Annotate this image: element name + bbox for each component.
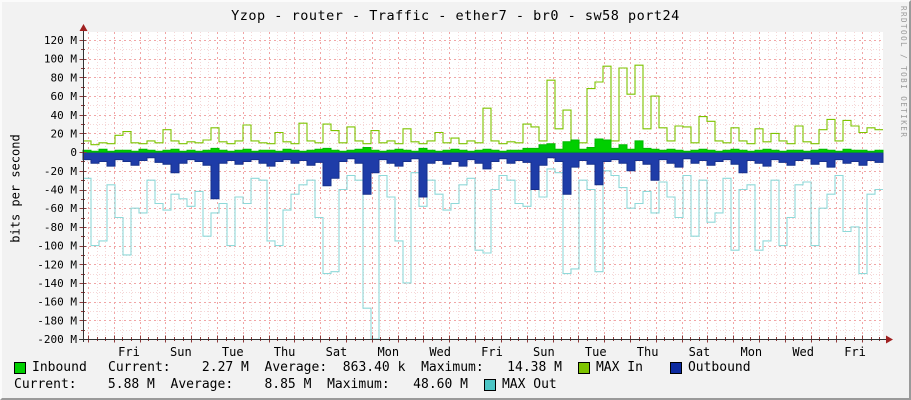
max-out-swatch — [483, 378, 496, 391]
inbound-label: Inbound — [32, 360, 87, 375]
y-tick-label: 100 M — [44, 53, 77, 66]
x-tick-label: Thu — [637, 345, 659, 359]
x-tick-label: Tue — [222, 345, 244, 359]
y-tick-label: -20 M — [44, 165, 77, 178]
series-max-out — [83, 168, 883, 340]
series-max-in — [83, 64, 883, 146]
outbound-stats: Current: 5.88 M Average: 8.85 M Maximum:… — [14, 377, 468, 392]
rrdtool-watermark: RRDTOOL / TOBI OETIKER — [899, 6, 908, 139]
x-tick-label: Mon — [740, 345, 762, 359]
y-tick-label: 0 — [70, 146, 77, 159]
legend-row-inbound: Inbound Current: 2.27 M Average: 863.40 … — [14, 359, 751, 376]
legend: Inbound Current: 2.27 M Average: 863.40 … — [14, 359, 751, 393]
y-tick-label: 120 M — [44, 34, 77, 47]
x-tick-label: Fri — [844, 345, 866, 359]
series-outbound — [82, 151, 884, 200]
y-tick-label: -80 M — [44, 221, 77, 234]
y-tick-labels: 120 M 100 M 80 M 60 M 40 M 20 M 0 -20 M -40 M -60… — [37, 34, 77, 346]
max-in-label: MAX In — [595, 360, 643, 375]
outbound-label: Outbound — [687, 360, 751, 375]
series-inbound — [82, 138, 884, 153]
x-tick-label: Thu — [274, 345, 296, 359]
x-axis-arrow-icon — [886, 335, 893, 344]
max-in-swatch — [577, 361, 590, 374]
y-tick-label: -200 M — [37, 333, 77, 346]
max-out-label: MAX Out — [501, 377, 557, 392]
y-axis-arrow-icon — [79, 24, 88, 31]
x-tick-label: Sun — [170, 345, 192, 359]
y-tick-label: -120 M — [37, 258, 77, 271]
x-tick-label: Mon — [377, 345, 399, 359]
y-tick-label: -60 M — [44, 202, 77, 215]
y-tick-label: 20 M — [51, 127, 78, 140]
inbound-stats: Current: 2.27 M Average: 863.40 k Maximu… — [108, 360, 562, 375]
y-tick-label: -40 M — [44, 184, 77, 197]
y-tick-label: -140 M — [37, 277, 77, 290]
y-tick-label: -180 M — [37, 314, 77, 327]
legend-row-outbound: Current: 5.88 M Average: 8.85 M Maximum:… — [14, 376, 751, 393]
x-tick-labels: Fri Sun Tue Thu Sat Mon Wed Fri Sun Tue Thu Sat Mon W… — [118, 345, 866, 359]
x-tick-label: Sat — [326, 345, 348, 359]
x-tick-label: Tue — [585, 345, 607, 359]
x-tick-label: Sun — [533, 345, 555, 359]
x-tick-label: Sat — [689, 345, 711, 359]
x-tick-label: Wed — [792, 345, 814, 359]
y-tick-label: 40 M — [51, 109, 78, 122]
x-tick-label: Fri — [118, 345, 140, 359]
x-tick-label: Fri — [481, 345, 503, 359]
y-tick-label: 60 M — [51, 90, 78, 103]
graph-title: Yzop - router - Traffic - ether7 - br0 -… — [231, 8, 680, 24]
y-tick-label: -100 M — [37, 240, 77, 253]
y-tick-label: 80 M — [51, 71, 78, 84]
outbound-swatch — [669, 361, 682, 374]
y-tick-label: -160 M — [37, 296, 77, 309]
x-tick-label: Wed — [429, 345, 451, 359]
inbound-swatch — [14, 361, 26, 374]
